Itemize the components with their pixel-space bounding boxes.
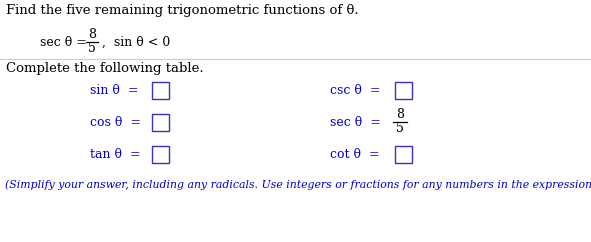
Text: sin θ  =: sin θ = <box>90 83 142 97</box>
Text: (Simplify your answer, including any radicals. Use integers or fractions for any: (Simplify your answer, including any rad… <box>5 179 591 189</box>
Text: csc θ  =: csc θ = <box>330 83 385 97</box>
Text: sec θ  =: sec θ = <box>330 115 385 129</box>
Text: 5: 5 <box>396 122 404 136</box>
Text: ,  sin θ < 0: , sin θ < 0 <box>102 36 170 48</box>
Text: Find the five remaining trigonometric functions of θ.: Find the five remaining trigonometric fu… <box>6 4 359 17</box>
Text: Complete the following table.: Complete the following table. <box>6 62 204 75</box>
Text: 8: 8 <box>88 29 96 41</box>
FancyBboxPatch shape <box>152 113 169 130</box>
Text: sec θ =: sec θ = <box>40 36 91 48</box>
FancyBboxPatch shape <box>395 145 412 162</box>
Text: 5: 5 <box>88 43 96 55</box>
FancyBboxPatch shape <box>395 82 412 98</box>
FancyBboxPatch shape <box>152 145 169 162</box>
Text: cos θ  =: cos θ = <box>90 115 145 129</box>
Text: tan θ  =: tan θ = <box>90 148 145 160</box>
FancyBboxPatch shape <box>152 82 169 98</box>
Text: 8: 8 <box>396 108 404 121</box>
Text: cot θ  =: cot θ = <box>330 148 384 160</box>
